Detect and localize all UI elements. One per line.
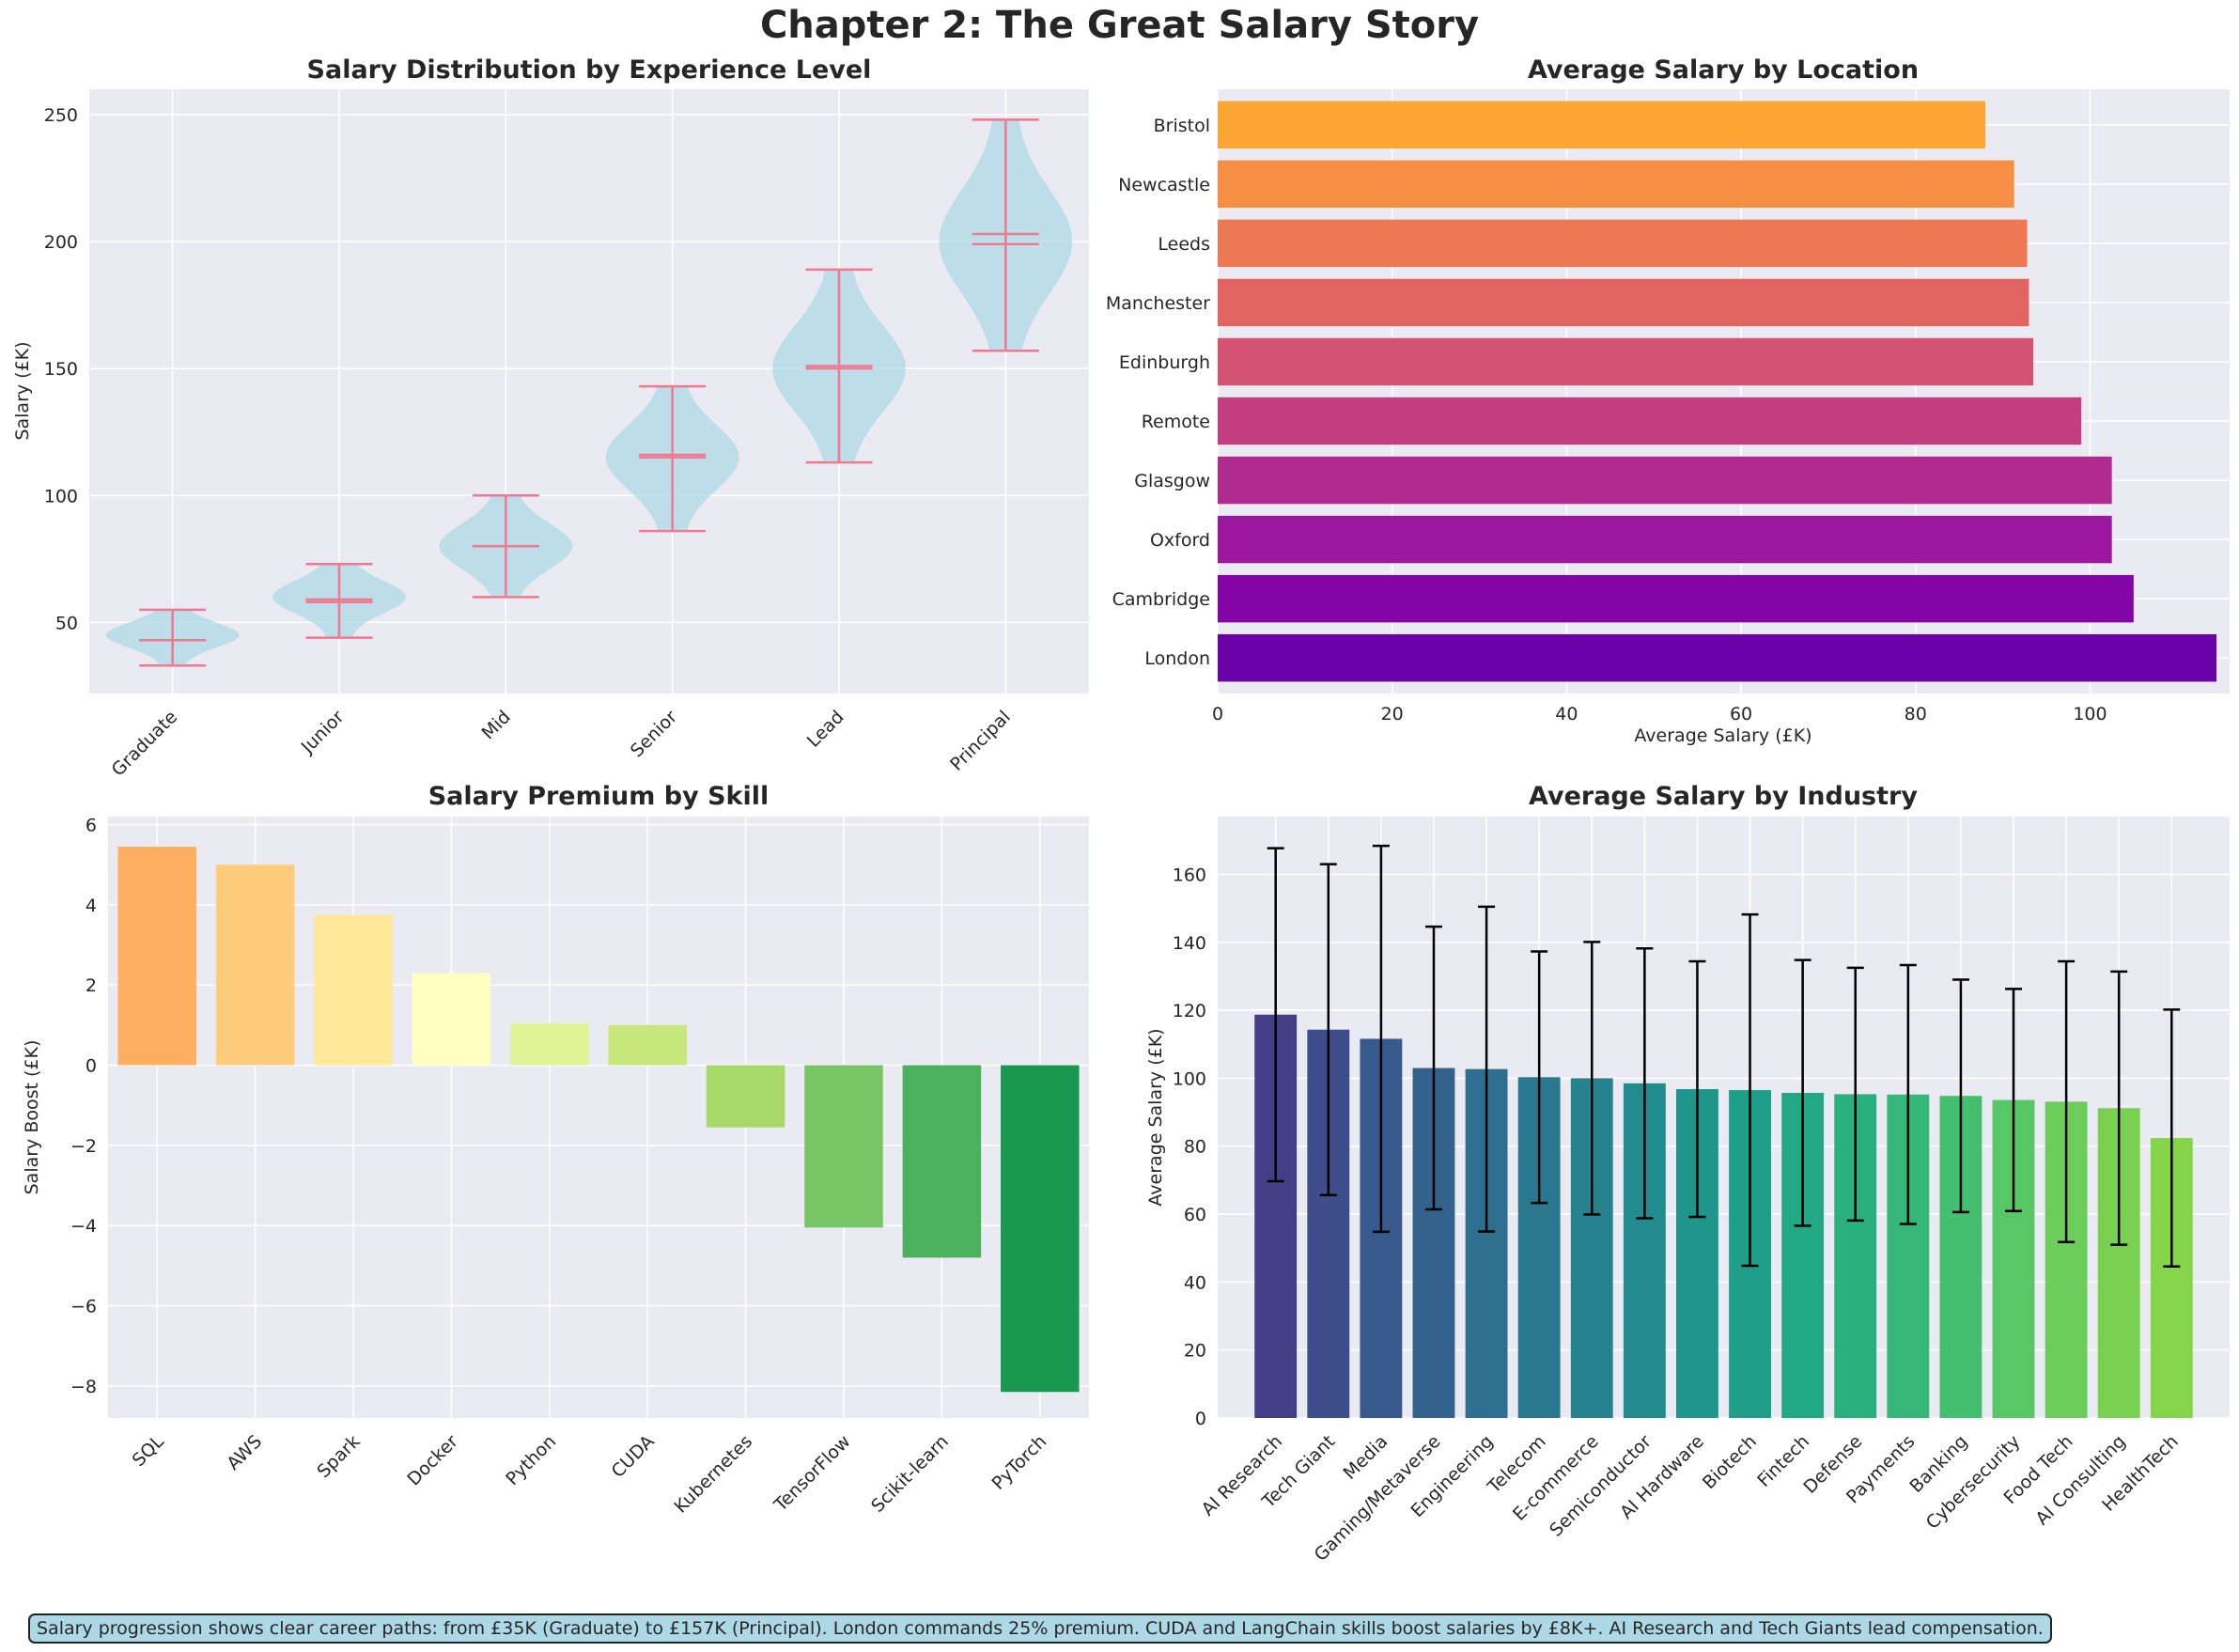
panel-title: Average Salary by Industry xyxy=(1529,782,1918,811)
y-tick-label: Edinburgh xyxy=(1119,352,1210,373)
x-tick-label: Lead xyxy=(803,707,848,752)
y-axis-label: Salary (£K) xyxy=(12,341,33,440)
x-tick-label: Graduate xyxy=(108,707,182,781)
y-tick-label: Leeds xyxy=(1158,234,1210,255)
y-axis-label: Salary Boost (£K) xyxy=(22,1040,42,1195)
bar xyxy=(1218,160,2014,209)
bar xyxy=(608,1024,687,1066)
y-tick-label: 60 xyxy=(1184,1205,1206,1225)
y-tick-label: 2 xyxy=(86,975,97,996)
x-tick-label: AWS xyxy=(223,1431,266,1474)
y-tick-label: Manchester xyxy=(1106,293,1210,314)
x-tick-label: Biotech xyxy=(1699,1431,1761,1493)
bar xyxy=(412,973,491,1066)
y-tick-label: 160 xyxy=(1173,865,1206,885)
y-tick-label: 6 xyxy=(86,816,97,836)
y-tick-label: London xyxy=(1144,648,1210,669)
bar xyxy=(1218,515,2112,564)
x-axis-label: Average Salary (£K) xyxy=(1634,725,1811,746)
y-axis-label: Average Salary (£K) xyxy=(1145,1028,1166,1206)
x-tick-label: PyTorch xyxy=(987,1431,1050,1494)
panel-title: Salary Distribution by Experience Level xyxy=(307,55,872,85)
bar xyxy=(804,1065,883,1228)
figure-title: Chapter 2: The Great Salary Story xyxy=(759,4,1480,47)
x-tick-label: Junior xyxy=(297,707,349,758)
x-tick-label: Scikit-learn xyxy=(867,1431,953,1517)
x-tick-label: 40 xyxy=(1555,704,1578,725)
x-tick-label: Spark xyxy=(313,1431,364,1482)
bar xyxy=(314,914,393,1066)
y-tick-label: 40 xyxy=(1184,1272,1206,1293)
bar xyxy=(706,1065,785,1128)
y-tick-label: Oxford xyxy=(1150,530,1210,551)
barh-panel-location: 0 20 40 60 80 100 London Cambridge Oxford Glasgow… xyxy=(1106,55,2230,746)
y-tick-label: 120 xyxy=(1173,1001,1206,1021)
bar xyxy=(1218,101,1986,149)
bar xyxy=(510,1022,589,1066)
bar-panel-skill: −8 −6 −4 −2 0 2 4 6 SQL AWS Spark Docker Python CUDA K… xyxy=(22,782,1089,1518)
x-tick-label: 60 xyxy=(1730,704,1752,725)
y-tick-label: 20 xyxy=(1184,1341,1206,1362)
x-tick-label: 0 xyxy=(1212,704,1223,725)
summary-note: Salary progression shows clear career pa… xyxy=(28,1613,2052,1644)
y-tick-label: Glasgow xyxy=(1134,471,1210,491)
y-tick-label: 150 xyxy=(44,359,78,380)
x-tick-label: AI Consulting xyxy=(2031,1431,2129,1529)
y-tick-label: 0 xyxy=(1195,1409,1206,1429)
y-tick-label: −4 xyxy=(70,1216,97,1237)
x-tick-label: TensorFlow xyxy=(770,1431,854,1516)
x-tick-label: Cybersecurity xyxy=(1922,1431,2025,1534)
bar xyxy=(1218,278,2029,327)
x-tick-label: 80 xyxy=(1905,704,1927,725)
y-tick-label: −8 xyxy=(70,1377,97,1397)
y-tick-label: 100 xyxy=(1173,1068,1206,1089)
violin-panel-experience: 50 100 150 200 250 Graduate Junior Mid Senior Lea… xyxy=(12,55,1089,781)
bar xyxy=(1218,574,2134,623)
x-tick-label: Docker xyxy=(403,1431,462,1490)
x-tick-label: Python xyxy=(502,1431,560,1489)
x-tick-label: Media xyxy=(1340,1431,1392,1484)
bar xyxy=(1218,219,2028,268)
x-tick-label: SQL xyxy=(129,1431,168,1471)
x-tick-label: CUDA xyxy=(608,1431,659,1482)
y-tick-label: 250 xyxy=(44,105,78,126)
bar xyxy=(1001,1065,1080,1393)
x-tick-label: Mid xyxy=(477,707,514,743)
bar xyxy=(1218,337,2034,386)
y-tick-label: −2 xyxy=(70,1136,97,1157)
y-tick-label: 100 xyxy=(44,486,78,507)
x-tick-label: Kubernetes xyxy=(671,1431,757,1518)
bar xyxy=(1218,397,2082,445)
y-tick-label: −6 xyxy=(70,1297,97,1317)
x-tick-label: Senior xyxy=(627,707,681,761)
x-tick-label: 20 xyxy=(1381,704,1404,725)
y-tick-label: 0 xyxy=(86,1056,97,1077)
panel-title: Salary Premium by Skill xyxy=(428,782,770,811)
bar xyxy=(215,865,295,1066)
panel-title: Average Salary by Location xyxy=(1528,55,1919,85)
y-tick-label: 140 xyxy=(1173,933,1206,954)
y-tick-label: Newcastle xyxy=(1118,175,1210,195)
y-tick-label: 80 xyxy=(1184,1137,1206,1158)
bar xyxy=(902,1065,982,1258)
bar xyxy=(1218,633,2217,682)
y-tick-label: Remote xyxy=(1142,412,1210,432)
bar xyxy=(117,847,196,1066)
x-tick-label: 100 xyxy=(2073,704,2107,725)
plot-area xyxy=(89,89,1089,694)
bar xyxy=(1218,456,2112,505)
y-tick-label: Cambridge xyxy=(1112,589,1210,610)
x-tick-label: Principal xyxy=(946,707,1015,775)
y-tick-label: Bristol xyxy=(1154,116,1210,136)
y-tick-label: 4 xyxy=(86,896,97,916)
y-tick-label: 50 xyxy=(55,613,78,633)
y-tick-label: 200 xyxy=(44,232,78,253)
